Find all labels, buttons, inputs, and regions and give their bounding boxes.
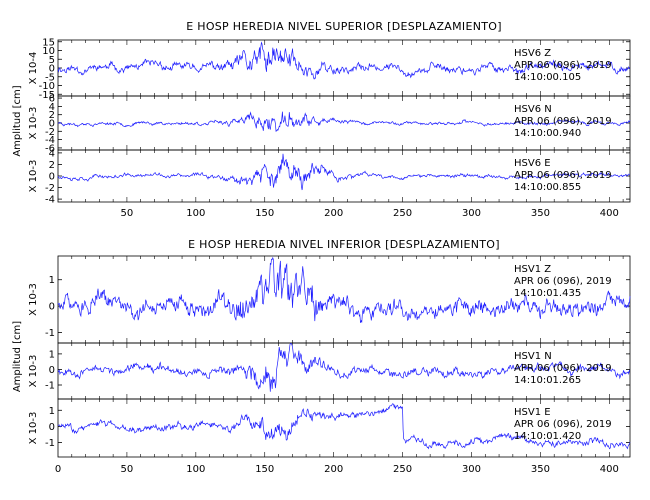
trace-info-line: APR 06 (096), 2019	[514, 170, 612, 181]
waveform-line	[57, 41, 630, 80]
trace-info-line: HSV6 N	[514, 104, 552, 115]
y-tick-label: -2	[45, 183, 55, 194]
waveform-line	[57, 403, 631, 450]
scale-label: X 10-3	[28, 283, 39, 316]
scale-label: X 10-3	[28, 355, 39, 388]
trace-info-line: HSV1 N	[514, 351, 552, 362]
scale-label: X 10-3	[28, 160, 39, 193]
y-axis-label: Amplitud [cm]	[12, 85, 23, 156]
x-tick-label: 300	[462, 208, 481, 219]
trace-info-line: APR 06 (096), 2019	[514, 116, 612, 127]
panel-inferior: E HOSP HEREDIA NIVEL INFERIOR [DESPLAZAM…	[12, 238, 631, 475]
y-tick-label: -15	[39, 90, 55, 101]
trace-frame	[57, 398, 631, 458]
trace-info-line: 14:10:00.940	[514, 128, 581, 139]
trace-info-line: HSV6 Z	[514, 48, 551, 59]
x-tick-label: 50	[121, 208, 134, 219]
trace-info-line: 14:10:00.855	[514, 182, 581, 193]
y-tick-label: 0	[49, 365, 55, 376]
scale-label: X 10-4	[28, 52, 39, 85]
waveform-line	[57, 111, 631, 132]
waveform-line	[57, 153, 631, 191]
x-tick-label: 150	[255, 464, 274, 475]
x-tick-label: 400	[600, 464, 619, 475]
x-tick-label: 400	[600, 208, 619, 219]
x-tick-label: 150	[255, 208, 274, 219]
y-tick-label: 6	[49, 94, 55, 105]
y-tick-label: 5	[49, 55, 55, 66]
panel-title: E HOSP HEREDIA NIVEL INFERIOR [DESPLAZAM…	[188, 238, 500, 251]
panel-superior: E HOSP HEREDIA NIVEL SUPERIOR [DESPLAZAM…	[12, 20, 631, 219]
y-tick-label: 1	[49, 275, 55, 286]
scale-label: X 10-3	[28, 412, 39, 445]
y-tick-label: 0	[49, 172, 55, 183]
trace-info-line: APR 06 (096), 2019	[514, 276, 612, 287]
y-tick-label: -1	[45, 328, 55, 339]
trace-info-line: 14:10:01.435	[514, 288, 581, 299]
y-tick-label: 1	[49, 349, 55, 360]
scale-label: X 10-3	[28, 107, 39, 140]
x-tick-label: 0	[55, 464, 61, 475]
x-tick-label: 250	[393, 208, 412, 219]
x-tick-label: 50	[121, 464, 134, 475]
trace-info-line: APR 06 (096), 2019	[514, 363, 612, 374]
x-tick-label: 350	[531, 464, 550, 475]
y-tick-label: 0	[49, 119, 55, 130]
y-tick-label: -4	[45, 135, 55, 146]
trace-info-line: APR 06 (096), 2019	[514, 60, 612, 71]
y-tick-label: 4	[49, 102, 55, 113]
y-tick-label: 1	[49, 406, 55, 417]
y-axis-label: Amplitud [cm]	[12, 321, 23, 392]
x-tick-label: 350	[531, 208, 550, 219]
x-tick-label: 250	[393, 464, 412, 475]
y-tick-label: 15	[42, 37, 55, 48]
x-tick-label: 200	[324, 464, 343, 475]
trace-info-line: HSV1 E	[514, 407, 551, 418]
trace-info-line: 14:10:01.420	[514, 431, 581, 442]
trace-info-line: HSV1 Z	[514, 264, 551, 275]
y-tick-label: 4	[49, 148, 55, 159]
x-tick-label: 100	[186, 464, 205, 475]
trace-info-line: APR 06 (096), 2019	[514, 419, 612, 430]
y-tick-label: -5	[45, 72, 55, 83]
y-tick-label: 2	[49, 160, 55, 171]
y-tick-label: 0	[49, 422, 55, 433]
y-tick-label: 0	[49, 64, 55, 75]
trace-info-line: HSV6 E	[514, 158, 551, 169]
y-tick-label: -6	[45, 143, 55, 154]
x-tick-label: 100	[186, 208, 205, 219]
y-tick-label: 2	[49, 110, 55, 121]
waveform-line	[57, 256, 631, 324]
y-tick-label: -10	[39, 81, 55, 92]
x-tick-label: 300	[462, 464, 481, 475]
y-tick-label: -1	[45, 381, 55, 392]
x-tick-label: 200	[324, 208, 343, 219]
panel-title: E HOSP HEREDIA NIVEL SUPERIOR [DESPLAZAM…	[186, 20, 502, 33]
trace-info-line: 14:10:01.265	[514, 375, 581, 386]
y-tick-label: 0	[49, 302, 55, 313]
waveform-line	[57, 343, 630, 392]
y-tick-label: -1	[45, 438, 55, 449]
y-tick-label: -4	[45, 195, 55, 206]
y-tick-label: -2	[45, 127, 55, 138]
y-tick-label: 10	[42, 46, 55, 57]
trace-info-line: 14:10:00.105	[514, 72, 581, 83]
